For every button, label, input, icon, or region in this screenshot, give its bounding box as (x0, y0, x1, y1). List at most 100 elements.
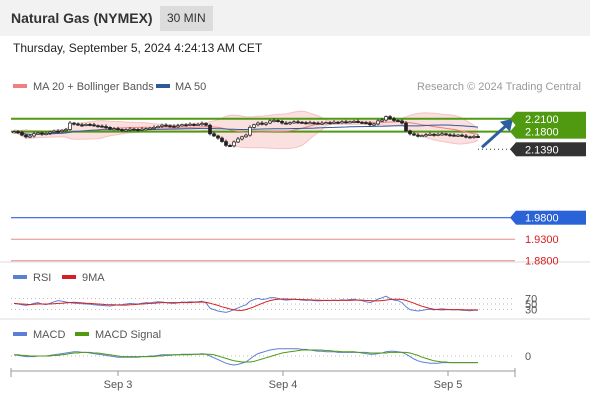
candle-body (92, 124, 96, 127)
level-label: 2.2100 (525, 114, 559, 126)
candle-body (160, 124, 164, 127)
x-tick-label: Sep 5 (434, 379, 463, 391)
candle-body (96, 125, 100, 128)
instrument-title: Natural Gas (NYMEX) (11, 10, 153, 26)
candle-body (64, 129, 68, 132)
macd-legend-swatch (13, 332, 27, 336)
candle-body (20, 132, 24, 136)
candle-body (140, 128, 144, 131)
x-axis: Sep 3 Sep 4 Sep 5 (104, 371, 463, 391)
candle-body (68, 122, 72, 130)
level-label-pointer (510, 210, 516, 225)
forecast-arrow-shaft (480, 124, 508, 149)
candle-body (252, 124, 256, 128)
rsi-ma-legend-label: 9MA (82, 272, 105, 284)
candle-body (148, 127, 152, 130)
candle-body (156, 126, 160, 129)
candle-body (128, 128, 132, 131)
price-levels (11, 117, 515, 262)
candle-body (104, 126, 108, 129)
candle-body (176, 125, 180, 128)
level-label: 2.1390 (525, 144, 559, 156)
candle-body (28, 135, 32, 138)
candle-body (60, 130, 64, 133)
macd-signal-legend-swatch (75, 332, 89, 336)
candle-body (220, 137, 224, 142)
candle-body (472, 136, 476, 138)
candle-body (144, 128, 148, 131)
macd-line (13, 348, 478, 366)
candle-body (372, 123, 376, 126)
rsi-ma-legend-swatch (62, 275, 76, 279)
rsi-level-label: 50 (525, 299, 537, 311)
macd-panel: 0 (11, 348, 531, 366)
candle-body (388, 116, 392, 120)
candle-body (376, 120, 380, 125)
level-label-pointer (510, 142, 516, 157)
candle-body (12, 131, 16, 134)
rsi-level-label: 70 (525, 293, 537, 305)
candle-body (424, 134, 428, 137)
timeframe-badge[interactable]: 30 MIN (160, 6, 213, 31)
x-tick-label: Sep 3 (104, 379, 133, 391)
candle-body (224, 141, 228, 146)
candle-body (304, 122, 308, 125)
candle-body (324, 122, 328, 125)
candle-body (212, 133, 216, 137)
candle-body (392, 118, 396, 121)
candle-body (432, 133, 436, 136)
candle-body (308, 122, 312, 125)
candle-body (132, 128, 136, 131)
candle-body (48, 131, 52, 134)
candle-body (280, 120, 284, 124)
candle-body (264, 122, 268, 125)
level-label: 2.1800 (525, 127, 559, 139)
candle-body (316, 122, 320, 125)
candle-body (360, 121, 364, 124)
rsi-legend-label: RSI (33, 272, 51, 284)
candle-body (336, 121, 340, 124)
macd-signal-legend-label: MACD Signal (95, 329, 161, 341)
candle-body (76, 123, 80, 126)
candle-body (328, 122, 332, 125)
candle-body (272, 120, 276, 123)
ma50-line (13, 124, 479, 135)
candlesticks (12, 115, 480, 148)
forecast-arrow (480, 118, 513, 149)
macd-signal-line (14, 349, 478, 364)
candle-body (348, 121, 352, 124)
candle-body (460, 134, 464, 137)
candle-body (200, 123, 204, 126)
rsi-legend-swatch (13, 275, 27, 279)
level-label: 1.9800 (525, 213, 559, 225)
candle-body (260, 122, 264, 125)
candle-body (284, 122, 288, 125)
candle-body (408, 130, 412, 135)
level-label-pointer (510, 124, 516, 139)
candle-body (44, 133, 48, 135)
candle-body (416, 134, 420, 137)
candle-body (428, 133, 432, 136)
candle-body (292, 121, 296, 124)
level-label: 1.9300 (525, 234, 559, 246)
candle-body (400, 120, 404, 124)
candle-body (364, 122, 368, 125)
candle-body (412, 133, 416, 136)
candle-body (84, 123, 88, 126)
candle-body (248, 127, 252, 136)
candle-body (268, 120, 272, 124)
candle-body (232, 141, 236, 147)
candle-body (300, 121, 304, 124)
candle-body (440, 133, 444, 136)
candle-body (100, 125, 104, 128)
rsi-ma-line (13, 298, 478, 311)
candle-body (380, 119, 384, 122)
bollinger-legend-label: MA 20 + Bollinger Bands (33, 81, 154, 93)
candle-body (52, 130, 56, 133)
candle-body (72, 122, 76, 125)
macd-legend-label: MACD (33, 329, 65, 341)
level-label-bg (516, 111, 586, 126)
candle-body (256, 122, 260, 126)
candle-body (340, 121, 344, 124)
